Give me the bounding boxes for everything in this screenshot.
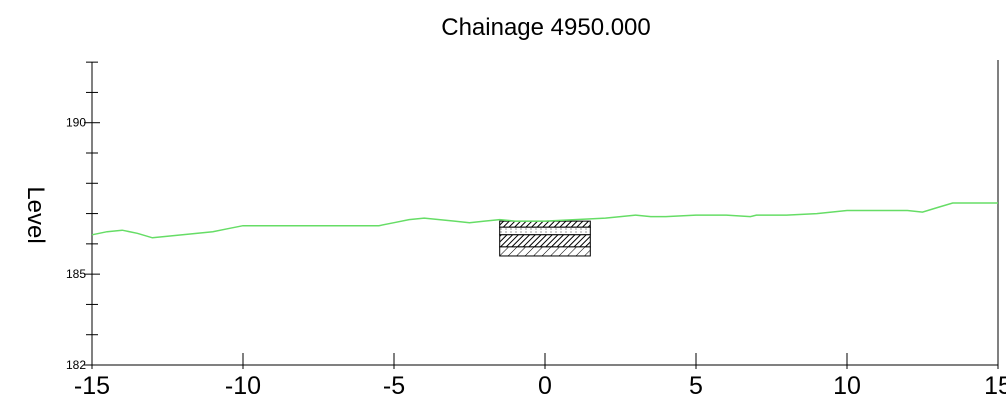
y-tick-label: 185 [66,267,86,281]
ground-profile-line [91,202,998,239]
x-tick-label: 0 [538,372,552,400]
pavement-layer [499,246,591,257]
pavement-layer [499,234,591,248]
y-tick-label: 190 [66,116,86,130]
x-tick-label: 10 [833,372,861,400]
x-tick-label: 15 [984,372,1006,400]
x-tick-label: 5 [689,372,703,400]
chart-title: Chainage 4950.000 [441,14,651,41]
y-axis-label: Level [22,186,49,243]
pavement-layer [499,226,591,236]
x-tick-label: -15 [74,372,110,400]
x-tick-label: -5 [383,372,405,400]
pavement-layer [499,220,591,228]
x-tick-label: -10 [225,372,261,400]
y-tick-label: 182 [66,358,86,372]
